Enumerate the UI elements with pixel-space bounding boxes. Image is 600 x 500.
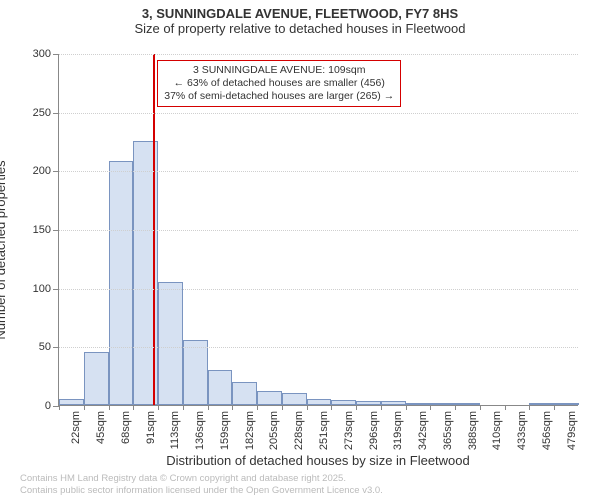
y-tick-label: 100 — [33, 283, 59, 295]
x-tick — [257, 405, 258, 410]
y-tick-label: 200 — [33, 165, 59, 177]
x-tick-label: 159sqm — [219, 411, 231, 450]
x-tick — [430, 405, 431, 410]
plot-area: 3 SUNNINGDALE AVENUE: 109sqm ← 63% of de… — [58, 54, 578, 406]
x-tick-label: 136sqm — [194, 411, 206, 450]
histogram-bar — [331, 400, 356, 405]
x-axis-label: Distribution of detached houses by size … — [58, 453, 578, 468]
x-tick-label: 410sqm — [491, 411, 503, 450]
x-tick — [183, 405, 184, 410]
x-tick-label: 113sqm — [169, 411, 181, 449]
x-tick-label: 22sqm — [70, 411, 82, 444]
histogram-bar — [406, 403, 431, 405]
x-tick-label: 251sqm — [318, 411, 330, 450]
x-tick — [307, 405, 308, 410]
histogram-bar — [109, 161, 134, 405]
annotation-line2: ← 63% of detached houses are smaller (45… — [164, 77, 394, 90]
x-tick — [554, 405, 555, 410]
x-tick — [505, 405, 506, 410]
annotation-box: 3 SUNNINGDALE AVENUE: 109sqm ← 63% of de… — [157, 60, 401, 107]
chart-container: 3, SUNNINGDALE AVENUE, FLEETWOOD, FY7 8H… — [0, 0, 600, 500]
histogram-bar — [183, 340, 208, 405]
x-tick — [158, 405, 159, 410]
histogram-bar — [84, 352, 109, 405]
chart-title-line1: 3, SUNNINGDALE AVENUE, FLEETWOOD, FY7 8H… — [0, 6, 600, 21]
x-tick-label: 91sqm — [145, 411, 157, 444]
x-tick-label: 68sqm — [120, 411, 132, 444]
x-tick — [282, 405, 283, 410]
histogram-bar — [282, 393, 307, 405]
histogram-bar — [529, 403, 554, 405]
histogram-bar — [554, 403, 579, 405]
histogram-bar — [208, 370, 233, 405]
histogram-bar — [307, 399, 332, 405]
x-tick-label: 433sqm — [516, 411, 528, 450]
histogram-bar — [59, 399, 84, 405]
grid-line — [59, 113, 578, 114]
x-tick-label: 319sqm — [392, 411, 404, 450]
x-tick-label: 296sqm — [368, 411, 380, 450]
x-tick-label: 479sqm — [566, 411, 578, 450]
grid-line — [59, 347, 578, 348]
annotation-line1: 3 SUNNINGDALE AVENUE: 109sqm — [164, 64, 394, 77]
x-tick — [208, 405, 209, 410]
x-tick — [331, 405, 332, 410]
x-tick — [480, 405, 481, 410]
grid-line — [59, 289, 578, 290]
grid-line — [59, 54, 578, 55]
y-tick-label: 50 — [39, 341, 59, 353]
histogram-bar — [455, 403, 480, 405]
grid-line — [59, 171, 578, 172]
footer-line2: Contains public sector information licen… — [20, 485, 383, 496]
x-tick — [84, 405, 85, 410]
grid-line — [59, 230, 578, 231]
histogram-bar — [232, 382, 257, 405]
x-tick-label: 273sqm — [343, 411, 355, 450]
y-tick-label: 150 — [33, 224, 59, 236]
x-tick — [59, 405, 60, 410]
x-tick — [455, 405, 456, 410]
x-tick-label: 342sqm — [417, 411, 429, 450]
chart-title-block: 3, SUNNINGDALE AVENUE, FLEETWOOD, FY7 8H… — [0, 0, 600, 36]
chart-title-line2: Size of property relative to detached ho… — [0, 21, 600, 36]
x-tick — [232, 405, 233, 410]
histogram-bar — [381, 401, 406, 405]
x-tick — [356, 405, 357, 410]
x-tick — [133, 405, 134, 410]
x-tick — [529, 405, 530, 410]
x-tick-label: 456sqm — [541, 411, 553, 450]
histogram-bar — [356, 401, 381, 405]
y-axis-label: Number of detached properties — [0, 160, 8, 339]
histogram-bar — [158, 282, 183, 405]
x-tick — [109, 405, 110, 410]
annotation-line3: 37% of semi-detached houses are larger (… — [164, 90, 394, 103]
x-tick-label: 388sqm — [467, 411, 479, 450]
x-tick-label: 205sqm — [268, 411, 280, 450]
x-tick-label: 228sqm — [293, 411, 305, 450]
x-tick-label: 365sqm — [442, 411, 454, 450]
chart-footer: Contains HM Land Registry data © Crown c… — [20, 473, 383, 496]
y-tick-label: 300 — [33, 48, 59, 60]
y-tick-label: 0 — [45, 400, 59, 412]
footer-line1: Contains HM Land Registry data © Crown c… — [20, 473, 383, 484]
x-tick — [381, 405, 382, 410]
histogram-bar — [430, 403, 455, 405]
histogram-bar — [257, 391, 282, 405]
x-tick-label: 45sqm — [95, 411, 107, 444]
y-tick-label: 250 — [33, 107, 59, 119]
x-tick — [406, 405, 407, 410]
x-tick-label: 182sqm — [244, 411, 256, 450]
